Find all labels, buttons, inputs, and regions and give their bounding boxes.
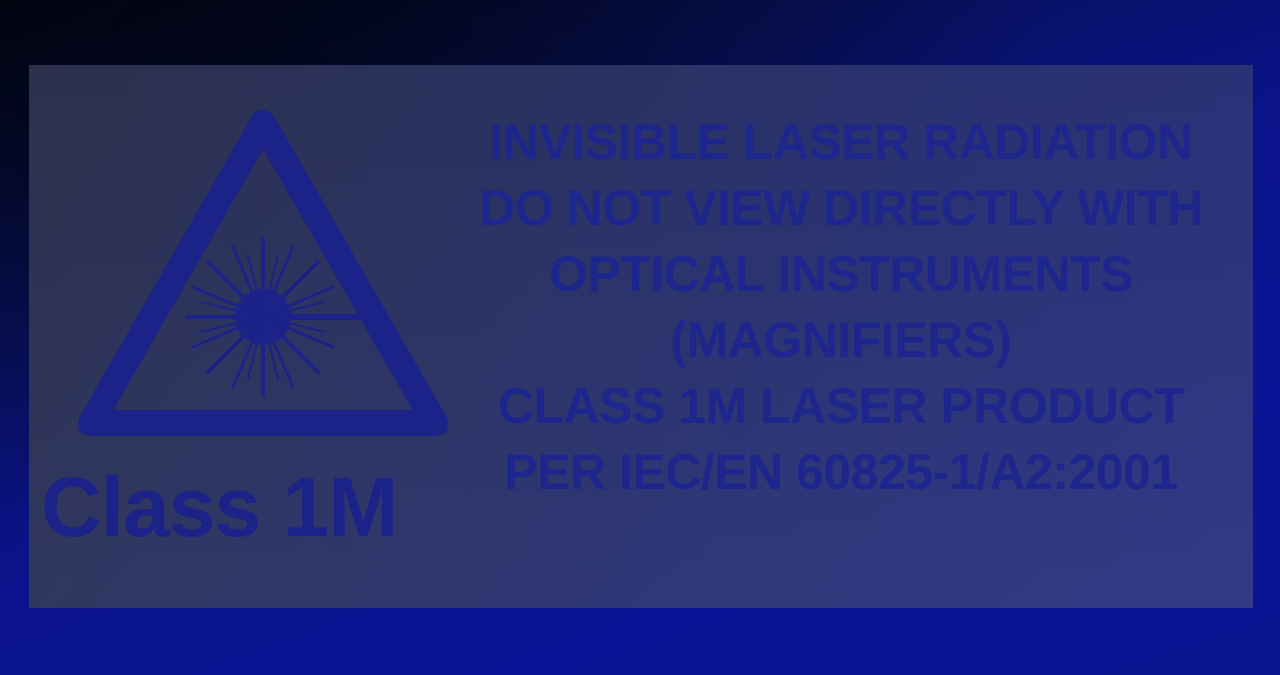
- warning-line: PER IEC/EN 60825-1/A2:2001: [504, 444, 1178, 500]
- warning-line: (MAGNIFIERS): [670, 312, 1012, 368]
- laser-sun-icon: [185, 237, 372, 397]
- warning-text-block: INVISIBLE LASER RADIATION DO NOT VIEW DI…: [429, 109, 1253, 505]
- warning-line: DO NOT VIEW DIRECTLY WITH: [479, 180, 1203, 236]
- warning-line: INVISIBLE LASER RADIATION: [489, 114, 1193, 170]
- laser-warning-label: Class 1M INVISIBLE LASER RADIATION DO NO…: [29, 65, 1253, 608]
- warning-line: OPTICAL INSTRUMENTS: [548, 246, 1134, 302]
- laser-class-label: Class 1M: [41, 460, 398, 554]
- laser-hazard-icon: [78, 110, 448, 436]
- warning-line: CLASS 1M LASER PRODUCT: [497, 378, 1185, 434]
